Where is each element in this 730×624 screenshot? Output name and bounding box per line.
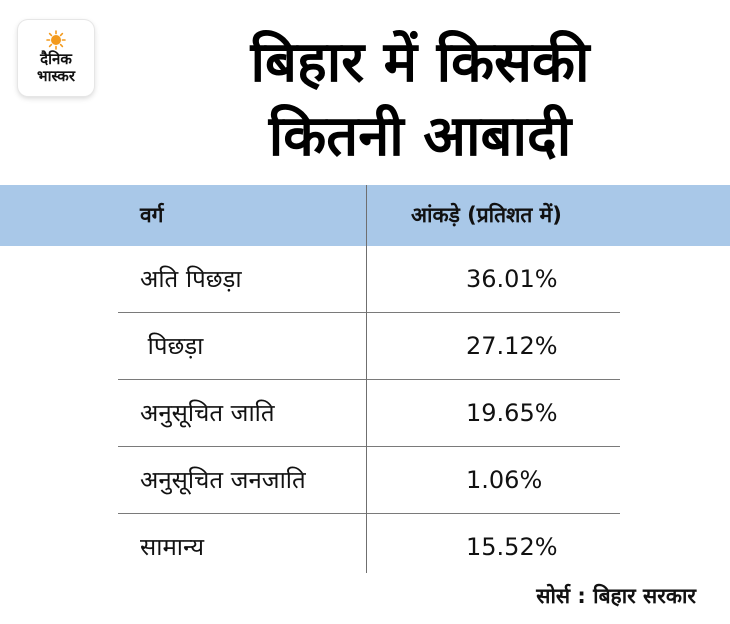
title-line2: कितनी आबादी: [268, 104, 572, 169]
table-row: अनुसूचित जनजाति 1.06%: [0, 447, 730, 514]
row-divider: [118, 312, 620, 313]
row-value: 27.12%: [466, 332, 558, 360]
row-value: 15.52%: [466, 533, 558, 561]
title-line1: बिहार में किसकी: [250, 30, 590, 95]
column-header-category: वर्ग: [140, 203, 164, 227]
row-value: 36.01%: [466, 265, 558, 293]
row-value: 1.06%: [466, 466, 543, 494]
logo-text-line2: भास्कर: [37, 67, 75, 85]
dainik-bhaskar-logo: दैनिक भास्कर: [18, 20, 94, 96]
row-value: 19.65%: [466, 399, 558, 427]
row-category: सामान्य: [140, 533, 205, 561]
row-divider: [118, 513, 620, 514]
table-header: [0, 185, 730, 246]
table-row: पिछड़ा 27.12%: [0, 313, 730, 380]
table-row: अति पिछड़ा 36.01%: [0, 246, 730, 313]
row-divider: [118, 379, 620, 380]
row-divider: [118, 446, 620, 447]
column-header-value: आंकड़े (प्रतिशत में): [411, 203, 562, 227]
row-category: अति पिछड़ा: [140, 265, 242, 293]
table-row: सामान्य 15.52%: [0, 514, 730, 581]
row-category: पिछड़ा: [140, 332, 204, 360]
row-category: अनुसूचित जाति: [140, 399, 275, 427]
sun-icon: [46, 30, 66, 50]
row-category: अनुसूचित जनजाति: [140, 466, 306, 494]
page-title: बिहार में किसकी कितनी आबादी: [130, 26, 710, 174]
table-row: अनुसूचित जाति 19.65%: [0, 380, 730, 447]
source-credit: सोर्स : बिहार सरकार: [536, 584, 696, 608]
logo-text-line1: दैनिक: [40, 50, 72, 68]
column-divider: [366, 185, 367, 573]
